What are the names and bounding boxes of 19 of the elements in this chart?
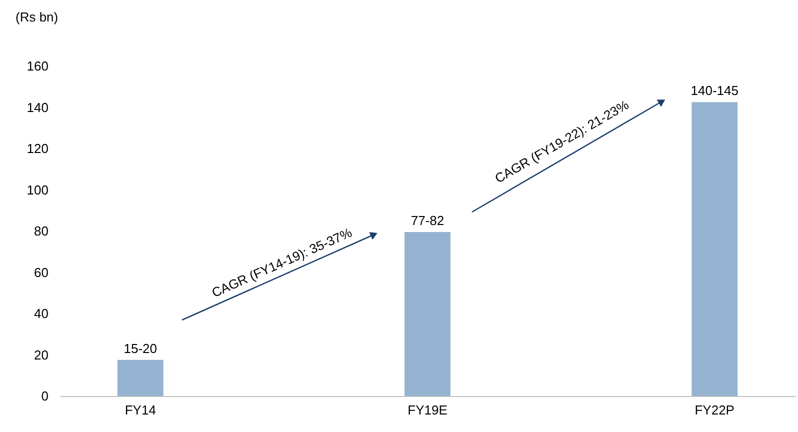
data-label: 15-20 [124,340,158,356]
y-tick-label: 60 [34,264,48,280]
y-tick-label: 140 [26,100,48,115]
data-label: 77-82 [410,213,444,228]
y-tick-label: 100 [26,182,48,198]
bar [117,360,164,396]
data-label: 140-145 [690,83,738,98]
y-tick-label: 20 [34,347,48,362]
y-tick-label: 160 [26,58,48,74]
x-tick-label: FY19E [408,402,448,418]
x-tick-label: FY22P [694,402,734,418]
y-tick-label: 0 [41,388,48,404]
y-tick-label: 40 [34,306,48,321]
bar [692,102,738,396]
x-tick-label: FY14 [124,402,156,418]
y-tick-label: 120 [26,141,48,156]
y-tick-label: 80 [34,224,48,238]
y-axis-title: (Rs bn) [16,10,58,24]
bar [404,232,450,396]
